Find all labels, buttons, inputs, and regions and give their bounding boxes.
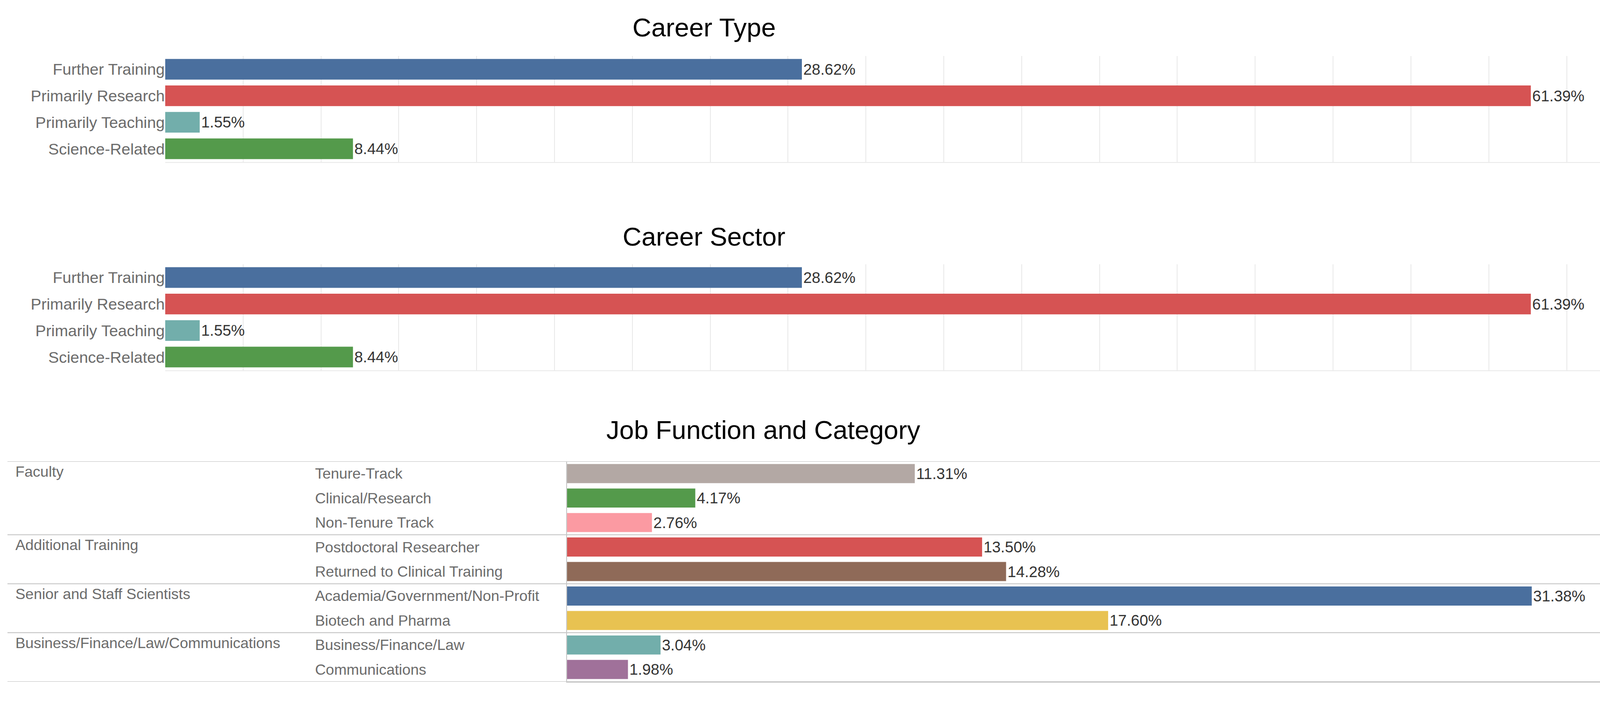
svg-text:Business/Finance/Law/Communica: Business/Finance/Law/Communications: [15, 634, 281, 652]
svg-text:Career Sector: Career Sector: [622, 221, 786, 252]
svg-text:17.60%: 17.60%: [1109, 611, 1162, 629]
svg-text:Biotech and Pharma: Biotech and Pharma: [315, 611, 451, 629]
svg-text:1.98%: 1.98%: [629, 660, 674, 678]
svg-text:3.04%: 3.04%: [661, 636, 706, 654]
svg-text:Tenure-Track: Tenure-Track: [315, 464, 403, 482]
svg-text:61.39%: 61.39%: [1532, 295, 1585, 313]
svg-text:Primarily Teaching: Primarily Teaching: [35, 321, 165, 340]
svg-text:Clinical/Research: Clinical/Research: [315, 489, 432, 507]
svg-text:8.44%: 8.44%: [354, 140, 399, 158]
svg-text:Science-Related: Science-Related: [48, 348, 165, 366]
svg-text:Career Type: Career Type: [632, 12, 776, 43]
svg-text:1.55%: 1.55%: [201, 321, 246, 339]
svg-text:8.44%: 8.44%: [354, 348, 399, 366]
svg-text:Communications: Communications: [315, 660, 427, 678]
svg-text:Further Training: Further Training: [52, 268, 165, 287]
svg-text:Primarily Research: Primarily Research: [30, 294, 165, 313]
svg-text:Postdoctoral Researcher: Postdoctoral Researcher: [315, 538, 480, 556]
svg-text:61.39%: 61.39%: [1532, 87, 1585, 105]
svg-text:4.17%: 4.17%: [696, 489, 741, 507]
svg-text:Non-Tenure Track: Non-Tenure Track: [315, 513, 435, 531]
svg-text:Job Function and Category: Job Function and Category: [606, 414, 920, 445]
svg-text:2.76%: 2.76%: [653, 513, 698, 532]
svg-text:28.62%: 28.62%: [803, 268, 856, 287]
svg-text:Primarily Teaching: Primarily Teaching: [35, 113, 165, 132]
svg-text:Primarily Research: Primarily Research: [30, 86, 165, 105]
svg-text:Academia/Government/Non-Profit: Academia/Government/Non-Profit: [315, 587, 540, 604]
svg-text:11.31%: 11.31%: [916, 464, 968, 483]
svg-text:Senior and Staff Scientists: Senior and Staff Scientists: [15, 585, 191, 603]
svg-text:28.62%: 28.62%: [803, 60, 856, 78]
svg-text:Further Training: Further Training: [52, 60, 165, 78]
svg-text:Science-Related: Science-Related: [48, 140, 165, 158]
svg-text:Additional Training: Additional Training: [15, 536, 139, 554]
svg-text:Returned to Clinical Training: Returned to Clinical Training: [315, 562, 503, 580]
svg-text:14.28%: 14.28%: [1007, 562, 1060, 581]
svg-text:13.50%: 13.50%: [983, 538, 1036, 556]
svg-text:Business/Finance/Law: Business/Finance/Law: [315, 636, 465, 653]
svg-text:1.55%: 1.55%: [201, 113, 246, 131]
svg-text:31.38%: 31.38%: [1533, 587, 1586, 605]
svg-text:Faculty: Faculty: [15, 463, 64, 480]
